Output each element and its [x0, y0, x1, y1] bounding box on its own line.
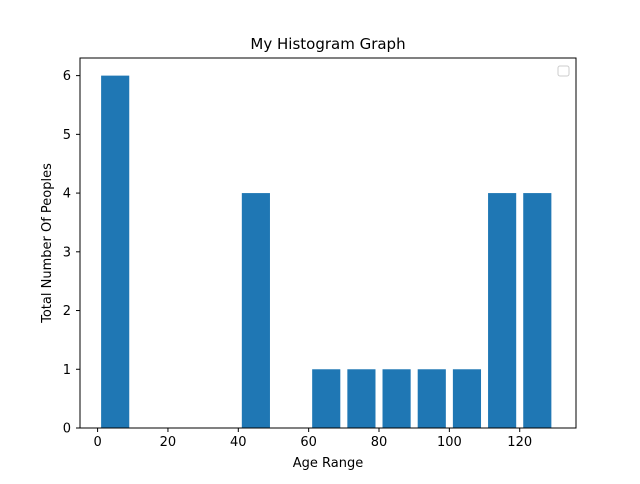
y-axis-ticks: 0 1 2 3 4 5 6: [63, 69, 80, 437]
x-tick-label: 100: [437, 435, 462, 450]
y-axis-label: Total Number Of Peoples: [40, 163, 55, 324]
x-axis-ticks: 0 20 40 60 80 100 120: [93, 428, 532, 450]
x-tick-label: 80: [371, 435, 388, 450]
bar-8: [523, 193, 552, 428]
bars-layer: [101, 75, 552, 429]
y-tick-label: 4: [63, 187, 71, 202]
y-tick-label: 1: [63, 363, 71, 378]
y-tick-label: 3: [63, 245, 71, 260]
x-tick-label: 60: [300, 435, 317, 450]
x-tick-label: 120: [507, 435, 532, 450]
bar-2: [312, 369, 341, 428]
legend-box: [557, 65, 570, 77]
y-tick-label: 2: [63, 304, 71, 319]
bar-5: [417, 369, 446, 428]
y-tick-label: 6: [63, 69, 71, 84]
x-tick-label: 20: [160, 435, 177, 450]
bar-4: [382, 369, 411, 428]
y-tick-label: 5: [63, 128, 71, 143]
bar-3: [347, 369, 376, 428]
x-axis-label: Age Range: [293, 456, 363, 471]
bar-1: [241, 193, 270, 428]
bar-7: [488, 193, 517, 428]
x-tick-label: 40: [230, 435, 247, 450]
x-tick-label: 0: [93, 435, 101, 450]
chart-title: My Histogram Graph: [250, 35, 405, 53]
axes-frame: [79, 57, 577, 429]
bar-6: [452, 369, 482, 428]
y-tick-label: 0: [63, 422, 71, 437]
bar-0: [101, 75, 130, 429]
